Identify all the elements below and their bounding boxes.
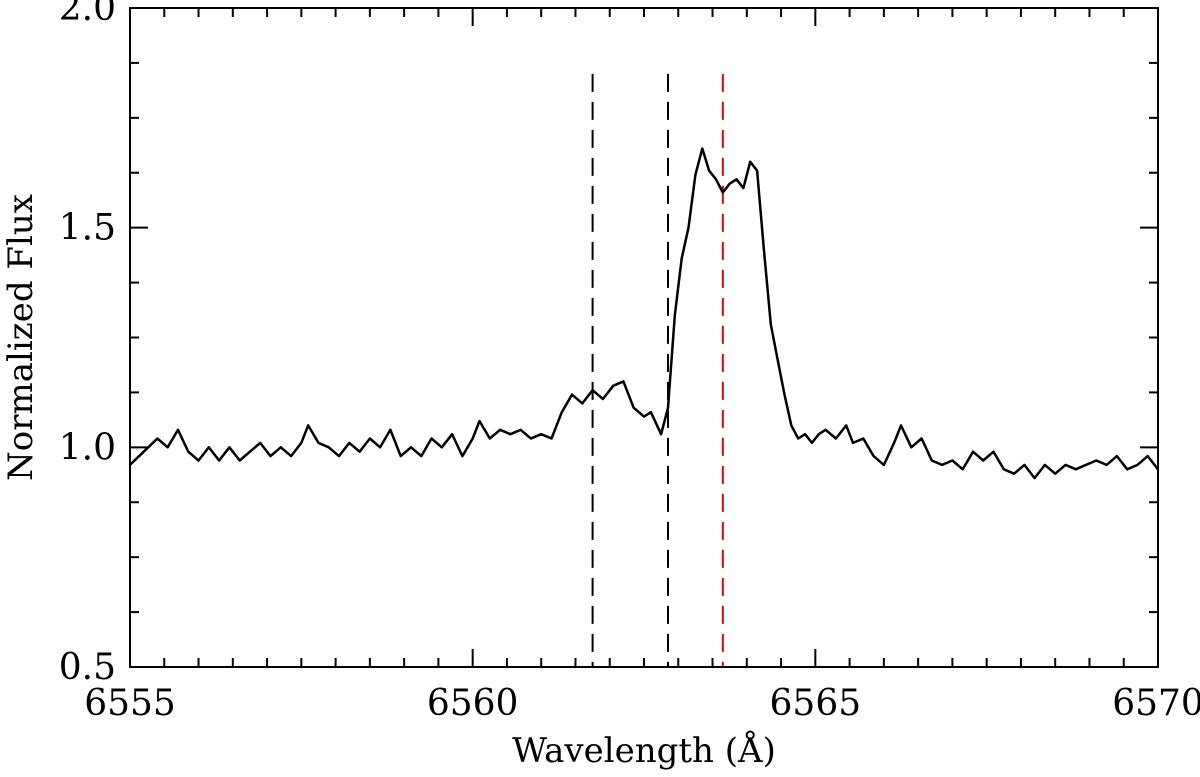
plot-area: [129, 73, 1159, 667]
x-axis-title: Wavelength (Å): [512, 730, 776, 771]
y-tick-label: 2.0: [59, 0, 116, 29]
x-tick-label: 6560: [427, 683, 519, 724]
x-tick-label: 6570: [1112, 683, 1200, 724]
axis-ticks: [129, 7, 1159, 668]
y-tick-label: 0.5: [59, 647, 116, 688]
y-axis-title: Normalized Flux: [1, 194, 41, 481]
axis-tick-labels: 6555 6560 6565 6570 0.5 1.0 1.5 2.0: [59, 0, 1200, 724]
x-tick-label: 6565: [770, 683, 862, 724]
plot-frame: [129, 7, 1159, 668]
y-tick-label: 1.5: [59, 208, 116, 249]
spectrum-series-line: [129, 147, 1159, 480]
y-tick-label: 1.0: [59, 427, 116, 468]
x-tick-label: 6555: [84, 683, 176, 724]
